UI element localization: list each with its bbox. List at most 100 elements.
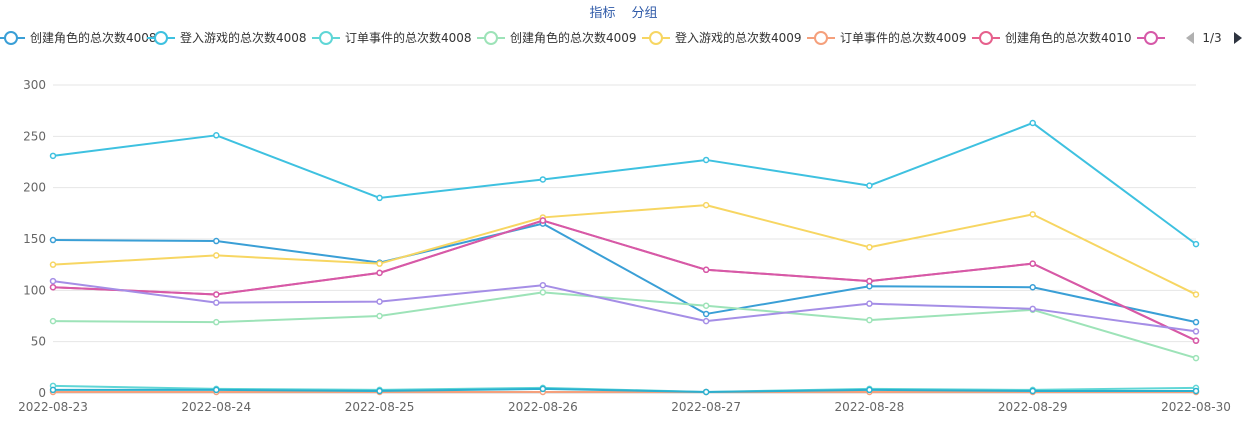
legend-item[interactable]: 登入游戏的总次数4008 — [147, 30, 307, 45]
x-tick-label: 2022-08-23 — [18, 400, 88, 414]
data-point — [1192, 240, 1200, 248]
data-point — [539, 217, 547, 224]
data-point — [213, 318, 220, 326]
legend-item[interactable] — [1137, 31, 1165, 45]
data-point — [866, 300, 873, 307]
data-point — [213, 299, 220, 306]
y-tick-label: 0 — [38, 386, 46, 400]
gridlines — [53, 84, 1196, 394]
legend-label: 创建角色的总次数4009 — [510, 30, 637, 45]
data-point — [1029, 119, 1036, 127]
data-point — [1192, 318, 1200, 326]
series-line — [52, 291, 1197, 360]
data-point — [49, 261, 57, 268]
metric-group-tabs: 指标 分组 — [0, 5, 1247, 25]
data-point — [1192, 337, 1200, 344]
data-point — [49, 236, 57, 244]
legend-marker — [319, 31, 333, 45]
data-point — [866, 243, 873, 251]
data-point — [702, 266, 710, 274]
data-point — [702, 201, 710, 209]
legend-item[interactable]: 登入游戏的总次数4009 — [642, 30, 802, 45]
data-point — [49, 152, 57, 160]
legend-marker — [154, 31, 168, 45]
data-point — [1029, 305, 1036, 313]
y-tick-label: 200 — [23, 181, 46, 195]
data-point — [702, 156, 710, 164]
series-line — [52, 204, 1197, 296]
legend-label: 订单事件的总次数4008 — [345, 30, 472, 45]
series-10 — [49, 385, 1200, 396]
data-point — [866, 182, 873, 189]
data-point — [1029, 260, 1036, 267]
chevron-right-icon[interactable] — [1234, 32, 1242, 44]
legend: 创建角色的总次数4008 登入游戏的总次数4008 订单事件的总次数4008 创建角色… — [0, 30, 1242, 45]
data-point — [539, 385, 547, 393]
legend-label: 创建角色的总次数4010 — [1005, 30, 1132, 45]
legend-label: 创建角色的总次数4008 — [30, 30, 157, 45]
legend-item[interactable]: 创建角色的总次数4010 — [972, 30, 1132, 45]
data-point — [376, 298, 383, 305]
legend-marker — [484, 31, 498, 45]
data-point — [49, 386, 57, 394]
legend-page-indicator: 1/3 — [1202, 31, 1221, 45]
data-point — [539, 289, 547, 296]
x-tick-label: 2022-08-26 — [508, 400, 578, 414]
series-line — [52, 219, 1197, 342]
data-point — [539, 176, 547, 183]
legend-label: 订单事件的总次数4009 — [840, 30, 967, 45]
tab-metrics[interactable]: 指标 — [589, 6, 616, 21]
data-point — [1192, 328, 1200, 335]
data-point — [49, 277, 57, 285]
data-point — [1192, 291, 1200, 298]
data-point — [866, 277, 873, 285]
x-tick-label: 2022-08-29 — [998, 400, 1068, 414]
y-tick-label: 50 — [31, 335, 46, 349]
chevron-left-icon[interactable] — [1186, 32, 1194, 44]
y-tick-label: 300 — [23, 78, 46, 92]
data-point — [1192, 387, 1200, 395]
legend-item[interactable]: 创建角色的总次数4008 — [0, 30, 157, 45]
data-point — [1029, 211, 1036, 218]
legend-marker — [979, 31, 993, 45]
series-line — [52, 121, 1197, 245]
data-point — [213, 252, 220, 259]
data-point — [1029, 284, 1036, 291]
data-point — [213, 132, 220, 139]
data-point — [376, 260, 383, 267]
series-line — [52, 280, 1197, 333]
data-point — [539, 281, 547, 289]
data-point — [376, 194, 383, 202]
data-point — [213, 386, 220, 394]
x-tick-label: 2022-08-30 — [1161, 400, 1231, 414]
x-axis: 2022-08-23 2022-08-24 2022-08-25 2022-08-26… — [18, 400, 1231, 414]
data-point — [376, 312, 383, 320]
data-point — [376, 387, 383, 395]
series-7 — [49, 217, 1200, 344]
series-line — [53, 387, 1196, 393]
data-point — [702, 317, 710, 325]
data-point — [702, 302, 710, 309]
data-point — [1029, 387, 1036, 395]
legend-marker — [4, 31, 18, 45]
data-point — [702, 388, 710, 396]
series-4 — [49, 289, 1200, 362]
data-point — [213, 291, 220, 298]
data-point — [866, 386, 873, 394]
x-tick-label: 2022-08-28 — [835, 400, 905, 414]
series-9 — [49, 277, 1200, 335]
legend-item[interactable]: 创建角色的总次数4009 — [477, 30, 637, 45]
y-axis: 0 50 100 150 200 250 300 — [23, 78, 46, 400]
y-tick-label: 100 — [23, 283, 46, 297]
tab-group[interactable]: 分组 — [631, 6, 658, 21]
legend-marker — [1144, 31, 1158, 45]
legend-item[interactable]: 订单事件的总次数4009 — [807, 30, 967, 45]
y-tick-label: 150 — [23, 232, 46, 246]
legend-item[interactable]: 订单事件的总次数4008 — [312, 30, 472, 45]
data-point — [376, 269, 383, 277]
y-tick-label: 250 — [23, 129, 46, 143]
legend-marker — [814, 31, 828, 45]
data-point — [866, 282, 873, 290]
series-2 — [49, 119, 1200, 248]
data-point — [213, 237, 220, 245]
